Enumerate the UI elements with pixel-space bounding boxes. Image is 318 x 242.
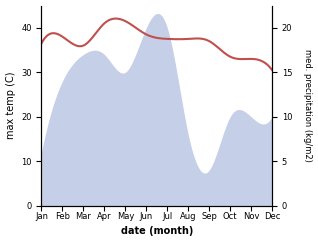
X-axis label: date (month): date (month) xyxy=(121,227,193,236)
Y-axis label: med. precipitation (kg/m2): med. precipitation (kg/m2) xyxy=(303,49,313,162)
Y-axis label: max temp (C): max temp (C) xyxy=(5,72,16,139)
